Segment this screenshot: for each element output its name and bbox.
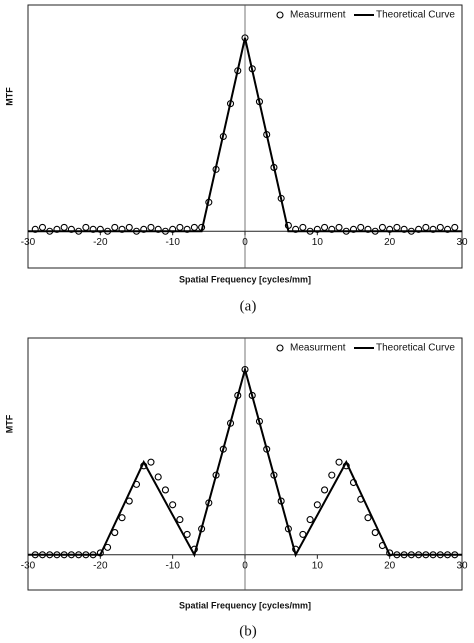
measurement-point (190, 223, 198, 231)
measurement-point (292, 225, 300, 233)
x-tick-label: 10 (312, 560, 324, 571)
measurement-point (313, 225, 321, 233)
measurement-point (321, 486, 329, 494)
x-tick-label: 20 (384, 237, 396, 248)
measurement-point (436, 223, 444, 231)
measurement-point (321, 223, 329, 231)
measurement-point (140, 225, 148, 233)
measurement-point (451, 223, 459, 231)
legend-marker (276, 344, 284, 352)
measurement-point (111, 223, 119, 231)
measurement-point (393, 223, 401, 231)
y-axis-label: MTF (4, 414, 14, 433)
measurement-point (31, 225, 39, 233)
legend-marker (276, 11, 284, 19)
measurement-point (386, 549, 394, 557)
x-tick-label: 10 (312, 237, 324, 248)
measurement-point (53, 225, 61, 233)
measurement-point (364, 514, 372, 522)
measurement-point (415, 225, 423, 233)
measurement-point (89, 225, 97, 233)
y-axis-label: MTF (4, 87, 14, 106)
x-tick-label: 20 (384, 560, 396, 571)
x-axis-label: Spatial Frequency [cycles/mm] (179, 274, 311, 284)
measurement-point (313, 501, 321, 509)
measurement-point (176, 223, 184, 231)
measurement-point (176, 516, 184, 524)
measurement-point (118, 514, 126, 522)
caption: (b) (239, 623, 257, 639)
legend-label: Measurment (290, 10, 346, 21)
measurement-point (357, 223, 365, 231)
legend-label: Theoretical Curve (376, 343, 455, 354)
measurement-point (125, 223, 133, 231)
x-tick-label: -20 (93, 560, 108, 571)
measurement-point (147, 458, 155, 466)
measurement-point (349, 225, 358, 233)
legend-label: Measurment (290, 343, 346, 354)
measurement-point (38, 223, 47, 231)
x-axis-label: Spatial Frequency [cycles/mm] (179, 600, 311, 610)
measurement-point (328, 225, 336, 233)
theory-line (28, 365, 462, 558)
measurement-point (306, 516, 314, 524)
measurement-point (443, 225, 452, 233)
measurement-point (422, 223, 430, 231)
x-tick-label: 0 (242, 237, 248, 248)
measurement-point (328, 471, 336, 479)
measurement-point (378, 223, 386, 231)
measurement-point (299, 223, 307, 231)
measurement-point (364, 225, 372, 233)
measurement-point (169, 501, 177, 509)
x-tick-label: -30 (21, 237, 36, 248)
measurement-point (154, 473, 162, 481)
measurement-point (335, 458, 343, 466)
measurement-point (60, 223, 68, 231)
measurement-point (335, 223, 343, 231)
x-tick-label: 0 (242, 560, 248, 571)
measurement-point (96, 549, 104, 557)
theory-line (28, 37, 462, 233)
x-tick-label: -30 (21, 560, 36, 571)
x-tick-label: -10 (165, 560, 180, 571)
x-tick-label: 30 (456, 237, 468, 248)
measurement-point (400, 225, 408, 233)
measurement-point (154, 225, 162, 233)
caption: (a) (240, 298, 257, 314)
measurement-point (386, 225, 394, 233)
measurement-point (147, 223, 155, 231)
measurement-point (82, 223, 90, 231)
measurement-point (429, 225, 437, 233)
measurement-point (183, 225, 191, 233)
x-tick-label: -20 (93, 237, 108, 248)
measurement-point (67, 225, 75, 233)
measurement-point (169, 225, 177, 233)
measurement-point (161, 486, 169, 494)
x-tick-label: -10 (165, 237, 180, 248)
x-tick-label: 30 (456, 560, 468, 571)
measurement-point (118, 225, 126, 233)
measurement-point (96, 225, 104, 233)
legend-label: Theoretical Curve (376, 10, 455, 21)
